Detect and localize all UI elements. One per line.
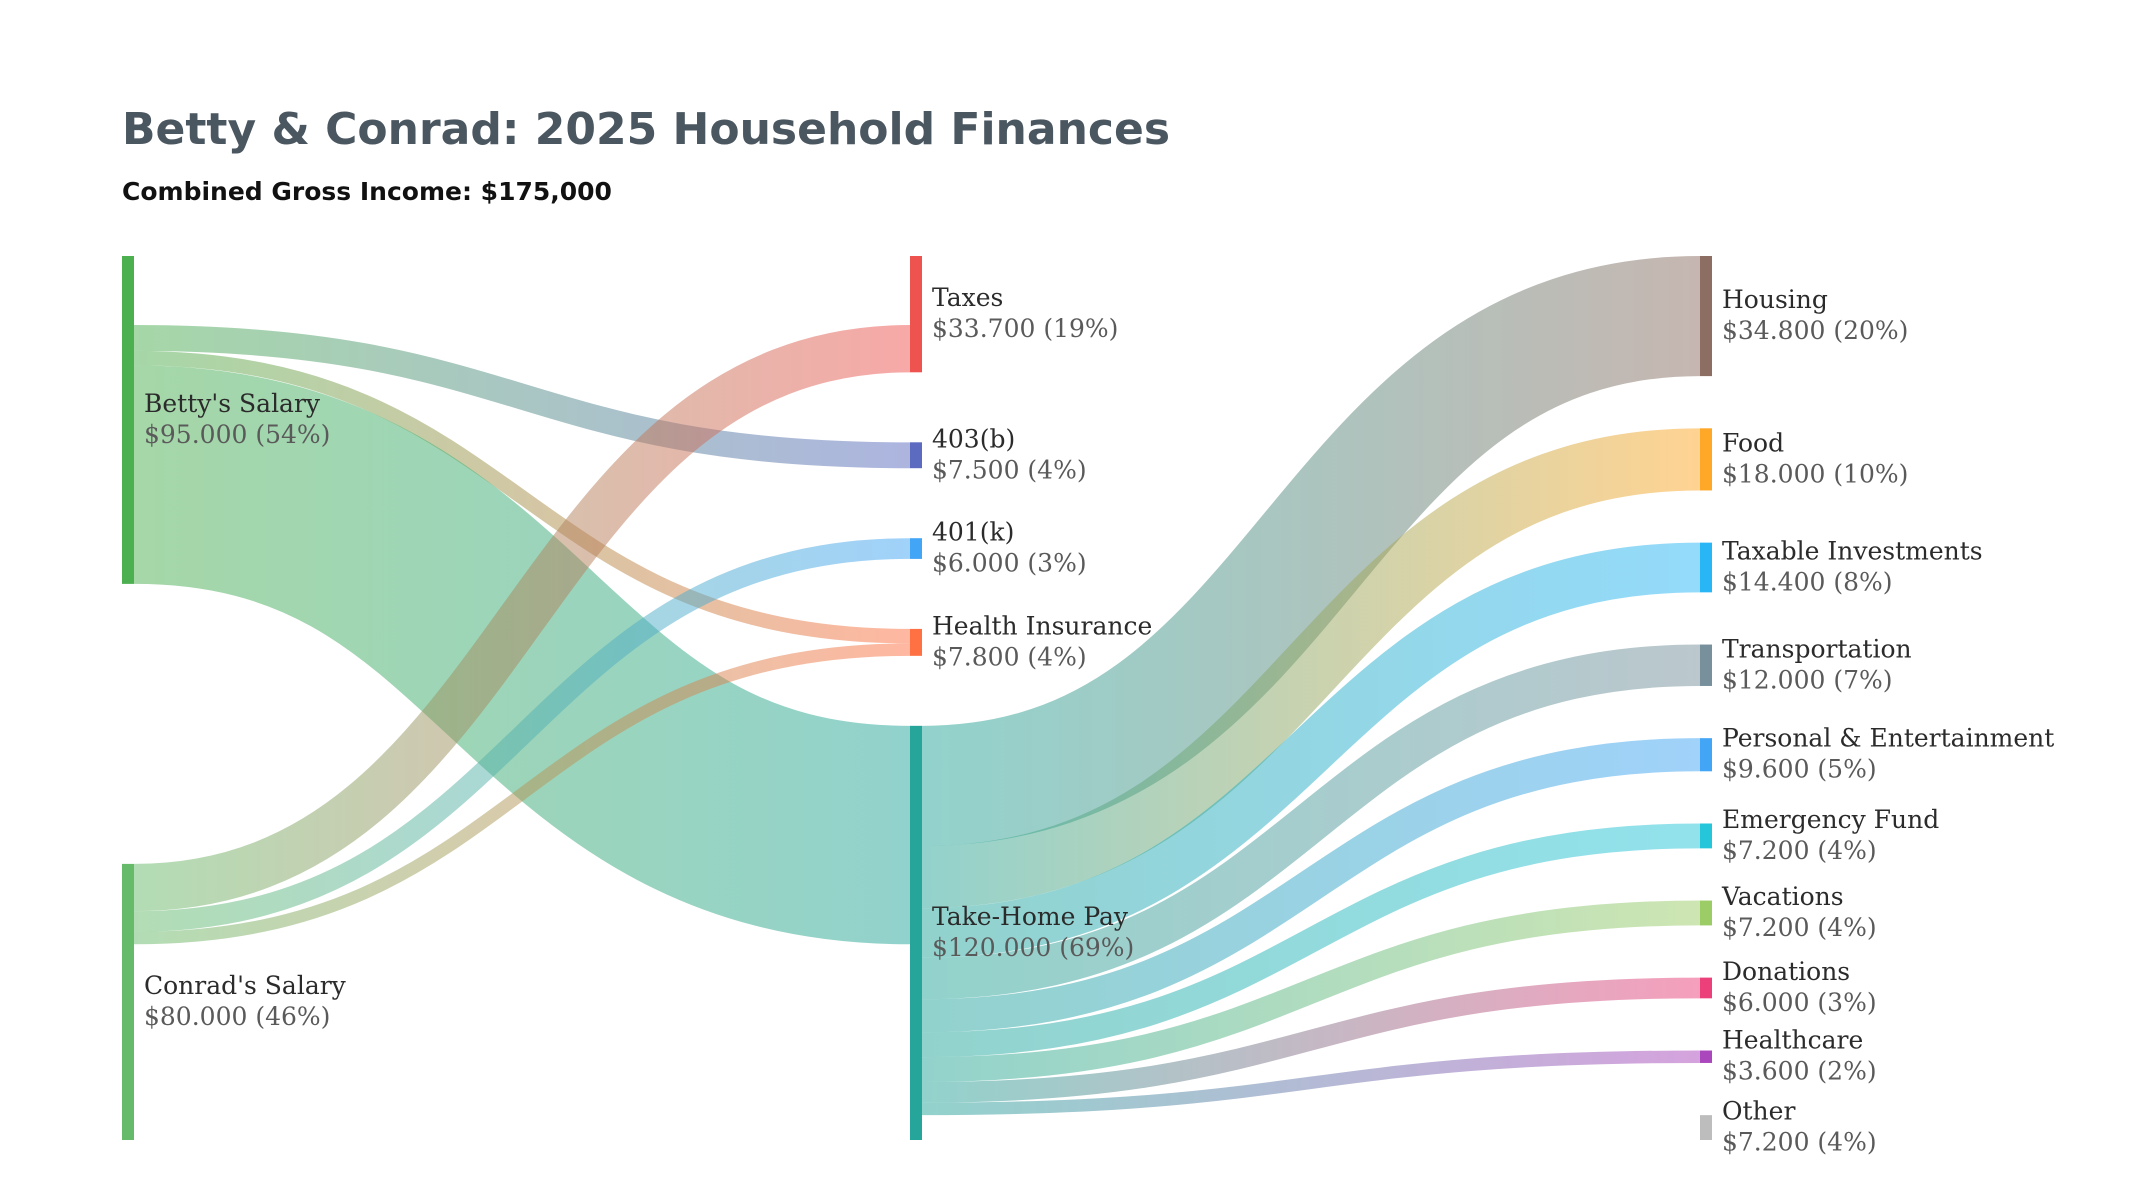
node-value-housing: $34.800 (20%) (1722, 316, 1908, 345)
link-takehome-personal (921, 738, 1701, 1033)
node-value-donations: $6.000 (3%) (1722, 988, 1877, 1017)
node-value-emergency: $7.200 (4%) (1722, 836, 1877, 865)
node-label-food: Food (1722, 428, 1784, 457)
link-takehome-emergency (921, 823, 1701, 1058)
link-betty-health_ins (133, 350, 911, 644)
node-value-taxes: $33.700 (19%) (932, 314, 1118, 343)
links-layer (132, 255, 1701, 1140)
node-label-health_ins: Health Insurance (932, 611, 1152, 640)
link-takehome-transport (921, 644, 1701, 1000)
node-betty (122, 256, 134, 584)
chart-subtitle: Combined Gross Income: $175,000 (122, 177, 612, 206)
node-donations (1700, 977, 1712, 999)
node-label-b403: 403(b) (932, 424, 1015, 453)
node-value-healthcare: $3.600 (2%) (1722, 1057, 1877, 1086)
link-conrad-k401 (133, 538, 911, 932)
link-takehome-food (921, 428, 1701, 909)
node-taxable (1700, 542, 1712, 593)
node-value-b403: $7.500 (4%) (932, 455, 1087, 484)
node-label-taxes: Taxes (932, 283, 1003, 312)
node-label-donations: Donations (1722, 957, 1850, 986)
node-label-k401: 401(k) (932, 518, 1014, 547)
node-takehome (910, 725, 922, 1140)
node-label-takehome: Take-Home Pay (932, 902, 1129, 931)
node-label-transport: Transportation (1722, 634, 1912, 663)
node-label-other: Other (1722, 1097, 1795, 1126)
node-housing (1700, 256, 1712, 377)
link-takehome-healthcare (921, 1050, 1701, 1116)
node-personal (1700, 738, 1712, 772)
node-value-vacations: $7.200 (4%) (1722, 913, 1877, 942)
node-label-betty: Betty's Salary (144, 389, 321, 418)
node-label-personal: Personal & Entertainment (1722, 724, 2054, 753)
node-health_ins (910, 628, 922, 656)
node-label-conrad: Conrad's Salary (144, 971, 347, 1000)
node-label-housing: Housing (1722, 285, 1828, 314)
node-b403 (910, 442, 922, 469)
link-takehome-housing (921, 256, 1701, 846)
node-value-transport: $12.000 (7%) (1722, 665, 1893, 694)
link-takehome-vacations (921, 900, 1701, 1083)
node-conrad (122, 863, 134, 1140)
node-vacations (1700, 900, 1712, 926)
node-value-taxable: $14.400 (8%) (1722, 567, 1893, 596)
node-value-takehome: $120.000 (69%) (932, 933, 1134, 962)
node-value-conrad: $80.000 (46%) (144, 1002, 330, 1031)
chart-title: Betty & Conrad: 2025 Household Finances (122, 104, 1170, 155)
link-takehome-donations (921, 977, 1701, 1103)
node-value-health_ins: $7.800 (4%) (932, 642, 1087, 671)
node-k401 (910, 538, 922, 559)
node-transport (1700, 644, 1712, 686)
node-other (1700, 1115, 1712, 1140)
link-conrad-taxes (133, 325, 911, 912)
node-emergency (1700, 823, 1712, 849)
link-betty-b403 (133, 325, 911, 469)
node-food (1700, 428, 1712, 491)
link-conrad-health_ins (133, 643, 911, 945)
node-healthcare (1700, 1050, 1712, 1063)
node-taxes (910, 256, 922, 373)
labels-layer: Betty's Salary$95.000 (54%) Conrad's Sala… (144, 283, 2054, 1156)
node-label-healthcare: Healthcare (1722, 1026, 1863, 1055)
nodes-layer (122, 256, 1712, 1140)
node-label-vacations: Vacations (1721, 882, 1844, 911)
node-label-taxable: Taxable Investments (1722, 536, 1983, 565)
node-value-personal: $9.600 (5%) (1722, 755, 1877, 784)
node-value-k401: $6.000 (3%) (932, 549, 1087, 578)
node-value-other: $7.200 (4%) (1722, 1128, 1877, 1157)
node-value-betty: $95.000 (54%) (144, 420, 330, 449)
node-value-food: $18.000 (10%) (1722, 459, 1908, 488)
node-label-emergency: Emergency Fund (1722, 805, 1939, 834)
link-takehome-taxable (921, 542, 1701, 958)
